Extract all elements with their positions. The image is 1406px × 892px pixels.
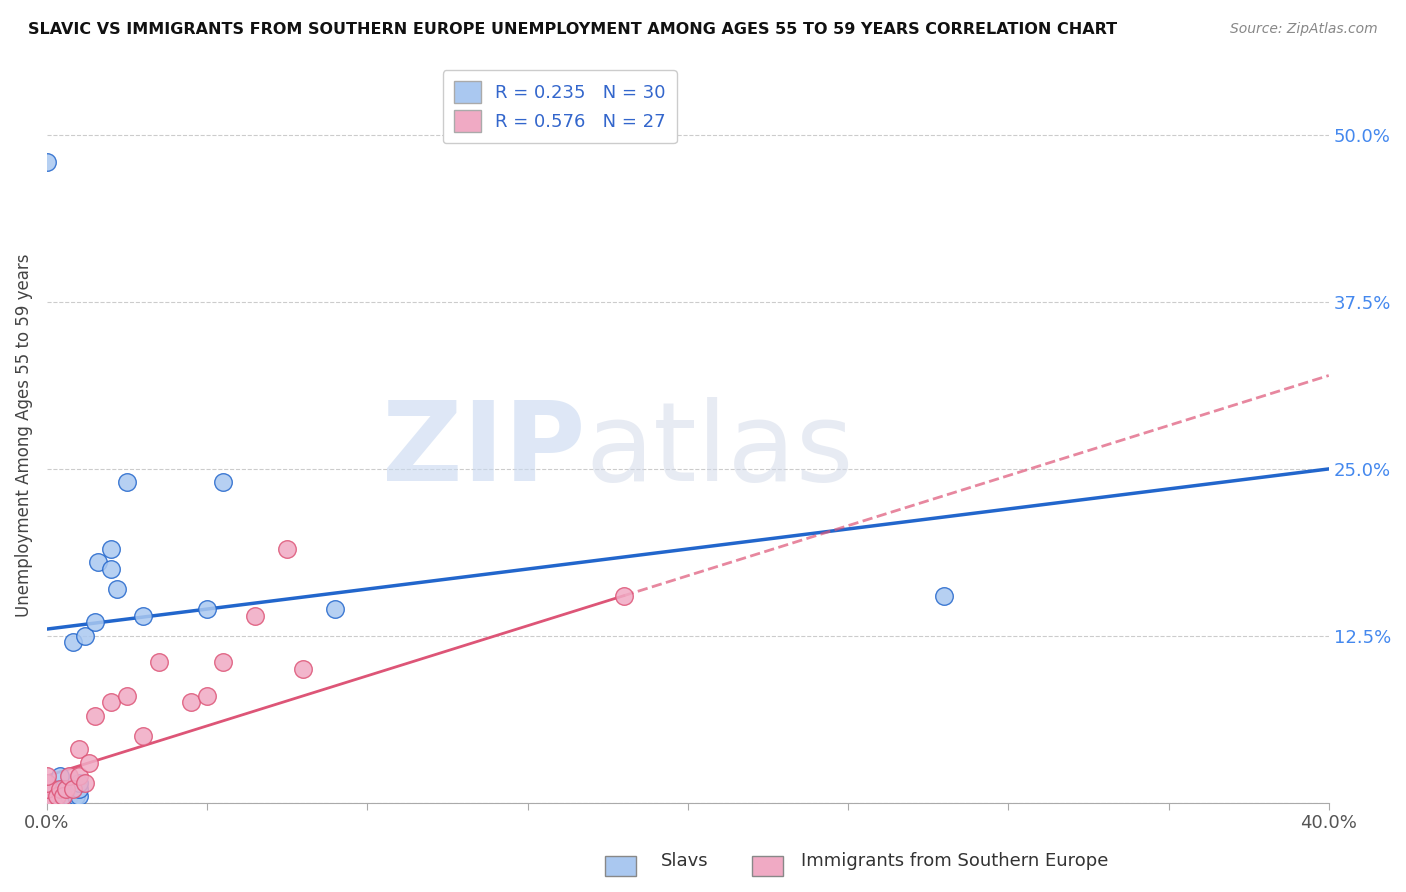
- Point: [67, 775, 90, 789]
- Point: [100, 696, 122, 710]
- Point: [35, 796, 58, 810]
- Point: [613, 589, 636, 603]
- Point: [45, 789, 67, 803]
- Point: [58, 789, 80, 803]
- Point: [35, 775, 58, 789]
- Point: [67, 769, 90, 783]
- Point: [35, 782, 58, 797]
- Point: [52, 789, 75, 803]
- Point: [48, 769, 70, 783]
- Point: [934, 589, 956, 603]
- Point: [75, 629, 97, 643]
- Point: [45, 789, 67, 803]
- Point: [35, 155, 58, 169]
- Point: [195, 689, 218, 703]
- Point: [67, 782, 90, 797]
- Point: [132, 729, 155, 743]
- Point: [62, 635, 84, 649]
- Point: [52, 782, 75, 797]
- Point: [58, 769, 80, 783]
- Point: [195, 602, 218, 616]
- Point: [245, 608, 267, 623]
- Point: [84, 709, 107, 723]
- Legend: R = 0.235   N = 30, R = 0.576   N = 27: R = 0.235 N = 30, R = 0.576 N = 27: [443, 70, 676, 143]
- Point: [35, 775, 58, 789]
- Point: [52, 789, 75, 803]
- Point: [180, 696, 202, 710]
- Text: SLAVIC VS IMMIGRANTS FROM SOUTHERN EUROPE UNEMPLOYMENT AMONG AGES 55 TO 59 YEARS: SLAVIC VS IMMIGRANTS FROM SOUTHERN EUROP…: [28, 22, 1118, 37]
- Text: Slavs: Slavs: [661, 852, 709, 870]
- Point: [87, 555, 110, 569]
- Point: [105, 582, 128, 596]
- Text: Source: ZipAtlas.com: Source: ZipAtlas.com: [1230, 22, 1378, 37]
- Point: [67, 742, 90, 756]
- Point: [55, 782, 77, 797]
- Point: [212, 475, 235, 490]
- Point: [84, 615, 107, 630]
- Point: [55, 782, 77, 797]
- Point: [62, 782, 84, 797]
- Point: [35, 782, 58, 797]
- Point: [35, 769, 58, 783]
- Point: [75, 775, 97, 789]
- Point: [292, 662, 315, 676]
- Point: [35, 789, 58, 803]
- Text: Immigrants from Southern Europe: Immigrants from Southern Europe: [801, 852, 1109, 870]
- Y-axis label: Unemployment Among Ages 55 to 59 years: Unemployment Among Ages 55 to 59 years: [15, 254, 32, 617]
- Point: [148, 656, 170, 670]
- Text: atlas: atlas: [585, 397, 853, 504]
- Point: [115, 689, 138, 703]
- Text: ZIP: ZIP: [382, 397, 585, 504]
- Point: [323, 602, 346, 616]
- Point: [62, 782, 84, 797]
- Point: [212, 656, 235, 670]
- Point: [67, 789, 90, 803]
- Point: [100, 541, 122, 556]
- Point: [45, 782, 67, 797]
- Point: [115, 475, 138, 490]
- Point: [100, 562, 122, 576]
- Point: [77, 756, 100, 770]
- Point: [132, 608, 155, 623]
- Point: [276, 541, 298, 556]
- Point: [35, 796, 58, 810]
- Point: [35, 789, 58, 803]
- Point: [48, 782, 70, 797]
- Point: [65, 789, 87, 803]
